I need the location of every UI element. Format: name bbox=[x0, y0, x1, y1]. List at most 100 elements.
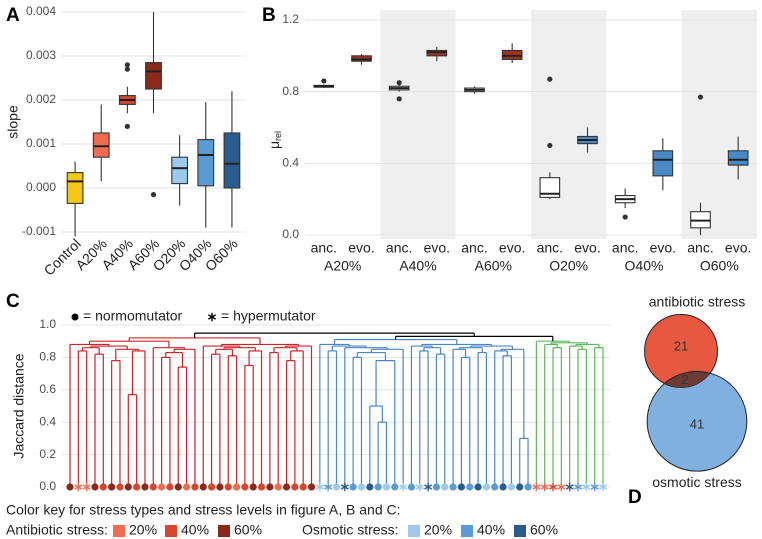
panel-label: D bbox=[628, 487, 642, 508]
legend-dot bbox=[71, 313, 79, 321]
leaf-dot bbox=[66, 483, 74, 491]
x-tick-label: evo. bbox=[348, 240, 374, 256]
key-level-label: 40% bbox=[181, 522, 209, 538]
leaf-dot bbox=[382, 483, 391, 491]
key-title: Color key for stress types and stress le… bbox=[6, 502, 401, 518]
key-level-label: 60% bbox=[234, 522, 262, 538]
box bbox=[171, 156, 189, 185]
outlier bbox=[124, 62, 130, 68]
leaf-star bbox=[399, 484, 408, 490]
leaf-star bbox=[549, 484, 558, 490]
leaf-dot bbox=[307, 483, 316, 491]
facet-label: O40% bbox=[625, 258, 664, 274]
leaf-star bbox=[340, 484, 349, 490]
x-tick-label: anc. bbox=[461, 240, 487, 256]
panel-label: B bbox=[262, 5, 276, 26]
leaf-dot bbox=[466, 483, 474, 491]
x-tick-label: evo. bbox=[424, 240, 450, 256]
leaf-dot bbox=[291, 483, 299, 491]
leaf-dot bbox=[108, 483, 116, 491]
legend-label: = normomutator bbox=[83, 308, 183, 324]
y-tick-label: 0.8 bbox=[39, 350, 56, 364]
leaf-dot bbox=[491, 483, 499, 491]
leaf-dot bbox=[199, 483, 207, 491]
venn-overlap bbox=[646, 370, 718, 388]
leaf-dot bbox=[158, 483, 166, 491]
leaf-dot bbox=[366, 483, 374, 491]
box bbox=[652, 150, 674, 177]
leaf-star bbox=[582, 484, 591, 490]
y-tick-label: 0.004 bbox=[26, 4, 56, 18]
legend-star bbox=[208, 314, 216, 320]
leaf-dot bbox=[457, 483, 466, 491]
leaf-dot bbox=[124, 483, 132, 491]
leaf-dot bbox=[249, 483, 257, 491]
y-tick-label: 0.8 bbox=[282, 84, 299, 98]
venn-count: 41 bbox=[690, 417, 704, 432]
box bbox=[539, 177, 561, 198]
facet-shade bbox=[531, 10, 607, 239]
facet-label: A40% bbox=[399, 258, 436, 274]
x-tick-label: evo. bbox=[650, 240, 676, 256]
leaf-star bbox=[565, 484, 574, 490]
x-tick-label: anc. bbox=[687, 240, 713, 256]
leaf-dot bbox=[182, 483, 191, 491]
leaf-dot bbox=[274, 483, 282, 491]
leaf-dot bbox=[91, 483, 99, 491]
y-tick-label: 1.0 bbox=[39, 317, 56, 331]
leaf-dot bbox=[166, 483, 174, 491]
y-tick-label: 0.2 bbox=[39, 447, 56, 461]
y-axis-label: μrel bbox=[266, 131, 284, 149]
x-tick-label: anc. bbox=[386, 240, 412, 256]
y-tick-label: 0.001 bbox=[26, 136, 56, 150]
leaf-dot bbox=[374, 483, 382, 491]
facet-shade bbox=[380, 10, 456, 239]
leaf-star bbox=[557, 484, 566, 490]
leaf-dot bbox=[516, 483, 524, 491]
key-level-label: 40% bbox=[477, 522, 505, 538]
outlier bbox=[150, 192, 157, 198]
set-label: osmotic stress bbox=[652, 474, 741, 490]
y-tick-label: 0.0 bbox=[39, 479, 56, 493]
leaf-dot bbox=[241, 483, 249, 491]
leaf-dot bbox=[474, 483, 482, 491]
leaf-dot bbox=[191, 483, 199, 491]
leaf-dot bbox=[499, 483, 507, 491]
x-tick-label: evo. bbox=[725, 240, 751, 256]
leaf-dot bbox=[449, 483, 457, 491]
key-swatch bbox=[461, 525, 473, 537]
key-group-label: Antibiotic stress: bbox=[6, 522, 108, 538]
outlier bbox=[396, 96, 402, 102]
legend-label: = hypermutator bbox=[221, 308, 316, 324]
y-tick-label: -0.001 bbox=[22, 224, 56, 238]
outlier bbox=[547, 76, 553, 82]
y-axis-label: slope bbox=[5, 105, 21, 139]
leaf-dot bbox=[141, 483, 149, 491]
y-tick-label: 0.002 bbox=[26, 92, 56, 106]
box bbox=[66, 172, 84, 204]
leaf-star bbox=[315, 484, 324, 490]
leaf-star bbox=[415, 484, 424, 490]
leaf-star bbox=[74, 484, 83, 490]
leaf-dot bbox=[207, 483, 216, 491]
leaf-dot bbox=[441, 483, 449, 491]
x-tick-label: evo. bbox=[574, 240, 600, 256]
leaf-star bbox=[424, 484, 433, 490]
leaf-star bbox=[532, 484, 541, 490]
y-axis-label: Jaccard distance bbox=[11, 353, 27, 458]
leaf-dot bbox=[133, 483, 141, 491]
x-tick-label: anc. bbox=[311, 240, 337, 256]
leaf-dot bbox=[391, 483, 399, 491]
outlier bbox=[124, 66, 130, 72]
leaf-star bbox=[540, 484, 549, 490]
y-tick-label: 0.4 bbox=[282, 156, 299, 170]
box bbox=[197, 139, 215, 187]
key-swatch bbox=[514, 525, 526, 537]
outlier bbox=[396, 80, 402, 86]
leaf-dot bbox=[257, 483, 266, 491]
key-swatch bbox=[113, 525, 125, 537]
panel-label: A bbox=[6, 5, 20, 26]
leaf-dot bbox=[507, 483, 515, 491]
